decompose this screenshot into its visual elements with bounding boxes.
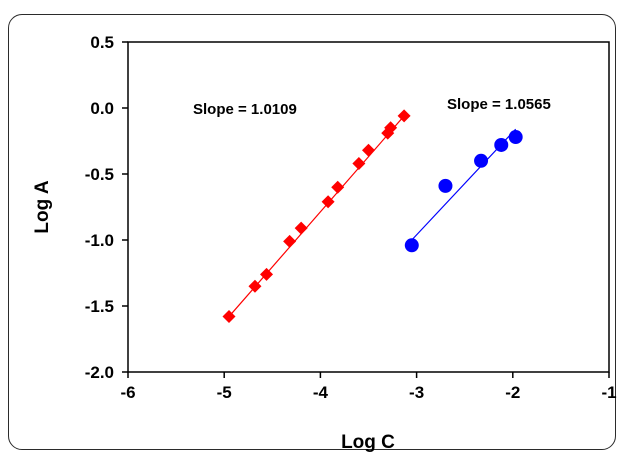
chart-frame	[8, 14, 616, 450]
data-point-diamond	[283, 234, 297, 248]
y-tick-label: 0.5	[90, 33, 114, 52]
y-tick-label: -1.5	[85, 297, 114, 316]
data-point-diamond	[260, 267, 274, 281]
axis-ticks: -6 -5 -4 -3 -2 -1 0.5 0.0 -0.5 -1.0 -1.5 -2.0	[85, 33, 617, 402]
y-tick-label: -1.0	[85, 231, 114, 250]
data-point-diamond	[362, 143, 375, 157]
data-point-circle	[474, 153, 489, 168]
y-axis-title: Log A	[32, 180, 53, 233]
data-point-diamond	[321, 195, 335, 209]
data-point-diamond	[331, 180, 345, 194]
data-point-circle	[438, 178, 453, 193]
x-tick-label: -5	[217, 383, 232, 402]
y-tick-label: 0.0	[90, 99, 114, 118]
x-tick-label: -4	[313, 383, 329, 402]
data-point-circle	[508, 130, 523, 145]
fit-lines	[228, 115, 517, 317]
x-tick-label: -1	[601, 383, 616, 402]
x-tick-label: -3	[409, 383, 424, 402]
data-point-diamond	[294, 221, 308, 235]
slope-annotation-blue: Slope = 1.0565	[447, 96, 551, 113]
data-point-diamond	[384, 121, 398, 135]
x-axis-title: Log C	[341, 432, 395, 453]
data-point-circle	[404, 238, 419, 253]
data-point-diamond	[248, 279, 262, 293]
data-markers	[222, 109, 523, 324]
x-tick-label: -6	[120, 383, 135, 402]
plot-area	[127, 41, 610, 373]
data-point-diamond	[222, 310, 236, 324]
x-tick-label: -2	[505, 383, 520, 402]
data-point-circle	[494, 137, 509, 152]
y-tick-label: -2.0	[85, 363, 114, 382]
y-tick-label: -0.5	[85, 165, 114, 184]
data-point-diamond	[352, 156, 366, 170]
slope-annotation-red: Slope = 1.0109	[193, 101, 297, 118]
data-point-diamond	[397, 109, 411, 123]
